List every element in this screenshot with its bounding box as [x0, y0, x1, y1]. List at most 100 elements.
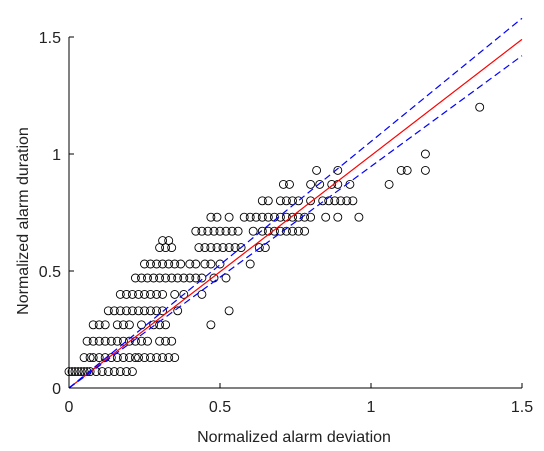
data-point — [254, 243, 264, 253]
data-point — [263, 212, 273, 222]
data-point — [94, 320, 104, 330]
data-point — [130, 273, 140, 283]
data-point — [161, 273, 171, 283]
data-point — [112, 336, 122, 346]
data-point — [251, 212, 261, 222]
data-point — [158, 259, 168, 269]
data-point — [215, 259, 225, 269]
data-point — [103, 367, 113, 377]
data-point — [152, 306, 162, 316]
data-point — [106, 353, 116, 363]
data-point — [130, 353, 140, 363]
data-point — [115, 367, 125, 377]
data-point — [315, 179, 325, 189]
data-point — [167, 273, 177, 283]
data-point — [134, 306, 143, 316]
data-point — [170, 259, 180, 269]
data-point — [197, 226, 207, 236]
data-point — [285, 179, 294, 189]
data-point — [127, 289, 137, 299]
data-point — [294, 226, 303, 236]
data-point — [143, 273, 152, 283]
data-point — [191, 259, 201, 269]
data-point — [224, 306, 234, 316]
data-point — [300, 226, 310, 236]
axes: 0 0.5 1 1.5 0 0.5 1 1.5 — [39, 30, 533, 416]
data-point — [221, 226, 231, 236]
data-point — [306, 179, 316, 189]
data-point — [420, 149, 430, 159]
data-point — [200, 243, 210, 253]
lower-bound-line — [68, 55, 523, 389]
data-point — [263, 196, 273, 206]
data-point — [342, 196, 352, 206]
data-point — [79, 353, 89, 363]
data-point — [140, 259, 149, 269]
data-point — [321, 212, 331, 222]
data-point — [185, 273, 195, 283]
data-point — [146, 259, 155, 269]
data-point — [88, 320, 98, 330]
y-tick-label: 1.5 — [39, 30, 61, 47]
data-point — [79, 367, 89, 377]
data-point — [278, 179, 288, 189]
fit-line — [68, 38, 523, 389]
y-tick-label: 0.5 — [39, 264, 61, 281]
data-point — [236, 243, 246, 253]
data-point — [333, 212, 343, 222]
data-point — [194, 243, 204, 253]
data-point — [206, 212, 216, 222]
data-point — [260, 243, 270, 253]
data-point — [118, 336, 128, 346]
data-point — [149, 273, 159, 283]
data-point — [218, 243, 228, 253]
data-point — [161, 320, 171, 330]
data-point — [124, 353, 134, 363]
data-point — [158, 306, 168, 316]
data-point — [306, 212, 316, 222]
data-point — [179, 289, 189, 299]
data-point — [146, 306, 155, 316]
data-point — [137, 273, 146, 283]
data-point — [164, 353, 174, 363]
x-axis-label: Normalized alarm deviation — [197, 429, 391, 446]
data-point — [76, 367, 86, 377]
data-point — [257, 196, 267, 206]
data-point — [82, 336, 92, 346]
data-point — [420, 165, 430, 175]
x-tick-label: 1 — [367, 399, 376, 416]
data-point — [227, 226, 237, 236]
data-point — [197, 289, 207, 299]
plot-marks — [64, 17, 523, 389]
data-point — [173, 273, 183, 283]
data-point — [288, 226, 297, 236]
data-point — [224, 243, 234, 253]
x-tick-label: 0 — [65, 399, 74, 416]
data-point — [164, 259, 174, 269]
data-point — [112, 353, 122, 363]
data-point — [121, 367, 131, 377]
data-point — [300, 212, 310, 222]
data-point — [124, 320, 134, 330]
data-point — [206, 259, 216, 269]
data-point — [475, 102, 485, 112]
data-point — [384, 179, 394, 189]
data-point — [73, 367, 83, 377]
data-point — [312, 165, 322, 175]
data-point — [167, 336, 177, 346]
data-point — [281, 196, 291, 206]
data-point — [88, 336, 98, 346]
data-point — [336, 196, 346, 206]
data-point — [348, 196, 358, 206]
data-point — [239, 212, 249, 222]
data-point — [288, 212, 297, 222]
data-point — [245, 259, 255, 269]
data-point — [224, 212, 234, 222]
data-point — [269, 226, 279, 236]
data-point — [106, 336, 116, 346]
data-point — [330, 196, 340, 206]
data-point — [233, 226, 243, 236]
data-point — [245, 212, 255, 222]
data-point — [176, 259, 186, 269]
